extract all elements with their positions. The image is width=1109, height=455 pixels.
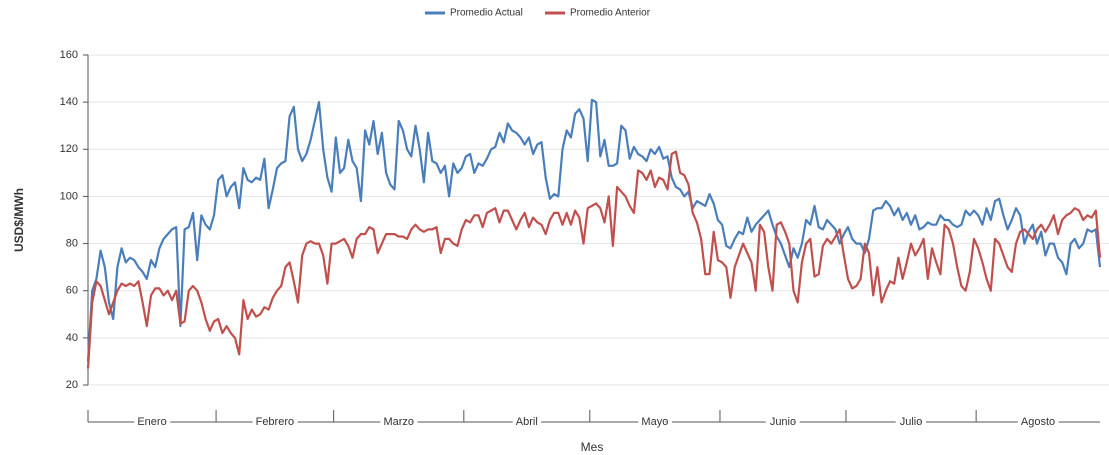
legend-label: Promedio Anterior [570, 8, 651, 19]
y-tick-label: 60 [66, 285, 78, 297]
series-line [86, 98, 1102, 362]
y-tick-label: 20 [66, 379, 78, 391]
y-tick-label: 40 [66, 332, 78, 344]
x-tick-label: Marzo [383, 416, 414, 428]
x-tick-label: Julio [900, 416, 923, 428]
x-tick-label: Agosto [1021, 416, 1055, 428]
y-tick-label: 140 [60, 96, 78, 108]
legend-label: Promedio Actual [450, 8, 523, 19]
x-tick-label: Enero [137, 416, 166, 428]
x-tick-label: Abril [516, 416, 538, 428]
x-axis-label: Mes [581, 440, 604, 454]
y-tick-label: 160 [60, 49, 78, 61]
y-tick-label: 120 [60, 143, 78, 155]
series-line [86, 150, 1102, 369]
x-tick-label: Febrero [256, 416, 295, 428]
y-axis-label: USD$/MWh [12, 188, 26, 252]
x-tick-label: Mayo [641, 416, 668, 428]
x-tick-label: Junio [770, 416, 796, 428]
y-tick-label: 100 [60, 190, 78, 202]
y-tick-label: 80 [66, 237, 78, 249]
